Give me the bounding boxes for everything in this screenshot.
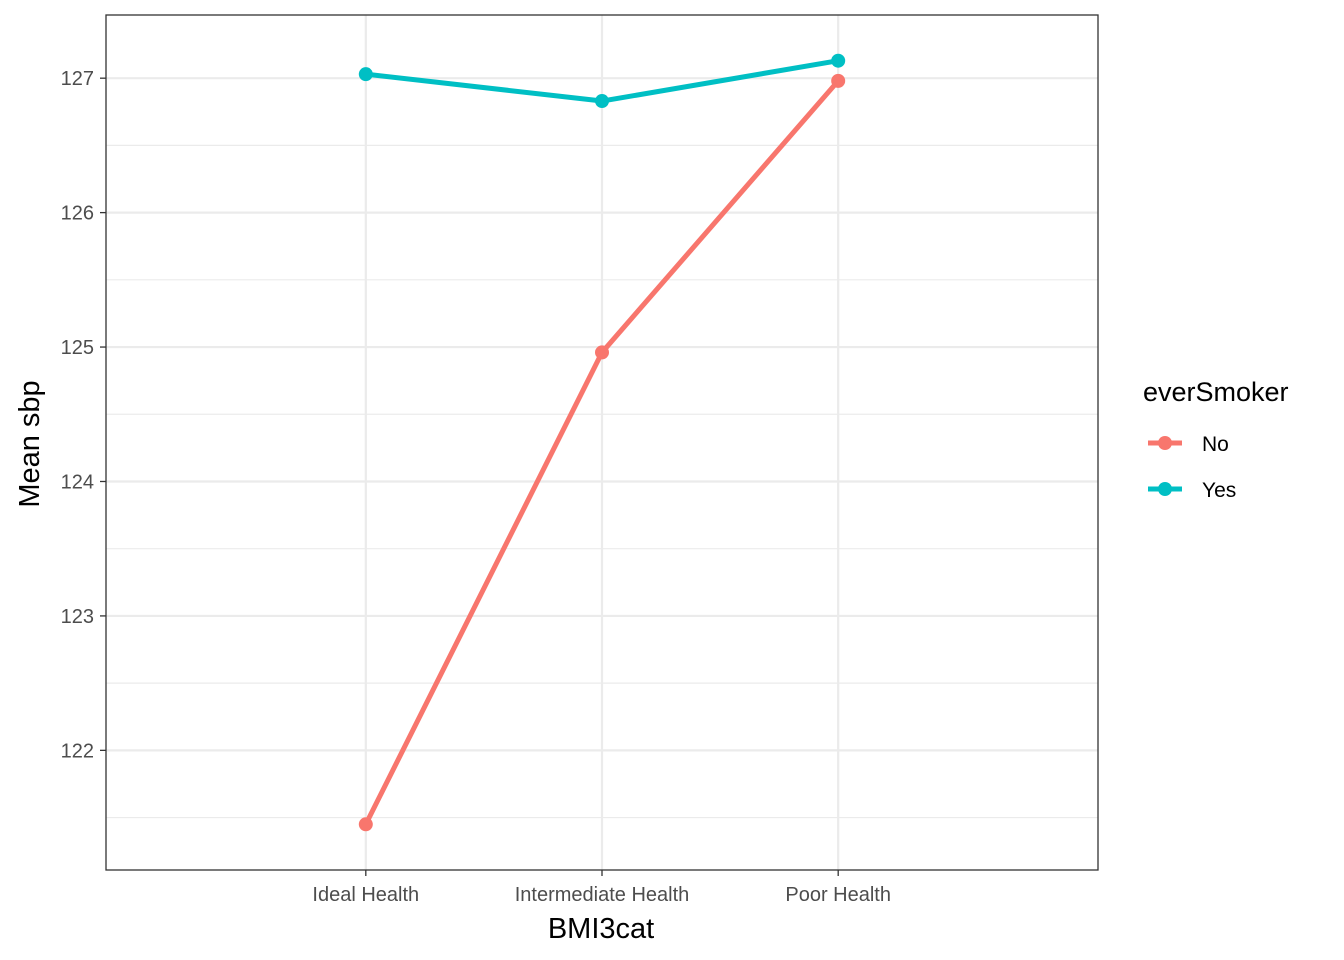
x-tick-label-poor-health: Poor Health	[785, 884, 891, 906]
major-gridlines	[106, 15, 1098, 870]
legend-key-point	[1158, 436, 1172, 450]
legend-item-yes: Yes	[1148, 479, 1236, 502]
x-tick-label-intermediate-health: Intermediate Health	[515, 884, 690, 906]
legend-label: No	[1202, 433, 1229, 456]
data-point-no-intermediate-health	[595, 345, 609, 360]
y-tick-label: 127	[61, 68, 94, 90]
legend-key-point	[1158, 482, 1172, 496]
series-no	[358, 73, 846, 832]
data-point-yes-ideal-health	[358, 67, 373, 82]
y-tick-label: 126	[61, 203, 94, 225]
series-layer	[358, 53, 846, 832]
legend-title: everSmoker	[1143, 377, 1289, 407]
y-tick-label: 123	[61, 606, 94, 628]
x-tick-label-ideal-health: Ideal Health	[312, 884, 419, 906]
legend-item-no: No	[1148, 433, 1229, 456]
y-tick-label: 125	[61, 337, 94, 359]
x-axis: Ideal Health Intermediate Health Poor Heal…	[312, 870, 891, 906]
series-yes	[358, 53, 846, 109]
data-point-no-poor-health	[831, 73, 846, 88]
x-axis-title: BMI3cat	[548, 913, 654, 945]
legend: everSmoker No Yes	[1143, 377, 1289, 502]
data-point-yes-intermediate-health	[595, 94, 609, 109]
y-axis-title: Mean sbp	[14, 380, 46, 507]
y-axis: 122 123 124 125 126 127	[61, 68, 106, 762]
data-point-no-ideal-health	[358, 817, 373, 832]
y-tick-label: 122	[61, 740, 94, 762]
y-tick-label: 124	[61, 471, 94, 493]
data-point-yes-poor-health	[831, 53, 846, 68]
legend-label: Yes	[1202, 479, 1236, 502]
